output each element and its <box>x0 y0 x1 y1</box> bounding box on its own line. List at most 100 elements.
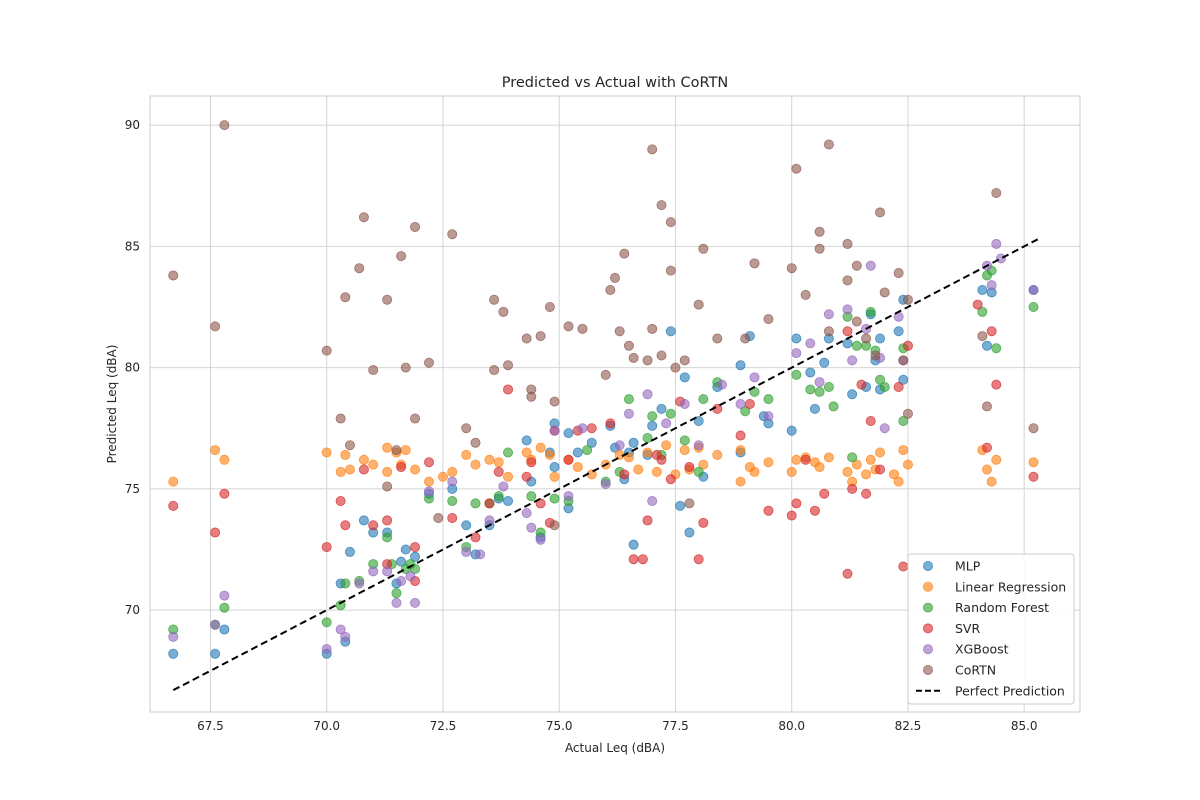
data-point <box>368 566 379 577</box>
legend-label: Linear Regression <box>955 579 1066 594</box>
data-point <box>679 398 690 409</box>
data-point <box>991 454 1002 465</box>
data-point <box>977 331 988 342</box>
data-point <box>879 423 890 434</box>
data-point <box>340 292 351 303</box>
legend-marker <box>923 623 934 634</box>
data-point <box>693 466 704 477</box>
data-point <box>358 212 369 223</box>
data-point <box>563 321 574 332</box>
data-point <box>786 510 797 521</box>
data-point <box>977 285 988 296</box>
data-point <box>210 648 221 659</box>
data-point <box>893 382 904 393</box>
data-point <box>823 452 834 463</box>
data-point <box>461 449 472 460</box>
data-point <box>410 542 421 553</box>
data-point <box>168 270 179 281</box>
data-point <box>991 238 1002 249</box>
data-point <box>526 391 537 402</box>
data-point <box>544 449 555 460</box>
data-point <box>368 365 379 376</box>
data-point <box>447 512 458 523</box>
data-point <box>382 294 393 305</box>
data-point <box>410 413 421 424</box>
data-point <box>809 505 820 516</box>
data-point <box>396 462 407 473</box>
data-point <box>572 462 583 473</box>
data-point <box>563 428 574 439</box>
data-point <box>879 287 890 298</box>
y-tick-label: 90 <box>125 118 140 132</box>
data-point <box>712 333 723 344</box>
data-point <box>679 372 690 383</box>
data-point <box>647 411 658 422</box>
data-point <box>675 500 686 511</box>
data-point <box>549 396 560 407</box>
data-point <box>991 343 1002 354</box>
data-point <box>800 289 811 300</box>
data-point <box>614 326 625 337</box>
data-point <box>786 263 797 274</box>
data-point <box>396 251 407 262</box>
data-point <box>410 597 421 608</box>
data-point <box>805 367 816 378</box>
data-point <box>423 357 434 368</box>
data-point <box>633 464 644 475</box>
data-point <box>382 481 393 492</box>
data-point <box>549 462 560 473</box>
data-point <box>549 425 560 436</box>
data-point <box>168 500 179 511</box>
data-point <box>610 272 621 283</box>
data-point <box>503 471 514 482</box>
data-point <box>489 365 500 376</box>
data-point <box>851 260 862 271</box>
data-point <box>1028 471 1039 482</box>
legend-label: MLP <box>955 559 981 574</box>
legend-marker <box>923 665 934 676</box>
plot-frame <box>149 95 1081 713</box>
data-point <box>535 331 546 342</box>
data-point <box>986 280 997 291</box>
data-point <box>902 294 913 305</box>
data-point <box>814 462 825 473</box>
data-point <box>586 437 597 448</box>
data-point <box>693 554 704 565</box>
data-point <box>665 474 676 485</box>
data-point <box>805 384 816 395</box>
data-point <box>493 466 504 477</box>
data-point <box>410 551 421 562</box>
data-point <box>484 498 495 509</box>
data-point <box>786 466 797 477</box>
data-point <box>791 333 802 344</box>
data-point <box>623 408 634 419</box>
data-point <box>842 338 853 349</box>
data-point <box>382 466 393 477</box>
y-tick-label: 85 <box>125 239 140 253</box>
data-point <box>679 435 690 446</box>
data-point <box>396 576 407 587</box>
data-point <box>763 505 774 516</box>
x-tick-label: 85.0 <box>1011 719 1038 733</box>
data-point <box>400 544 411 555</box>
data-point <box>842 275 853 286</box>
data-point <box>814 226 825 237</box>
x-tick-label: 70.0 <box>313 719 340 733</box>
data-point <box>865 454 876 465</box>
data-point <box>447 229 458 240</box>
data-point <box>219 120 230 131</box>
perfect-prediction-line <box>172 238 1039 692</box>
data-point <box>321 643 332 654</box>
data-point <box>842 568 853 579</box>
data-point <box>865 415 876 426</box>
data-point <box>893 268 904 279</box>
data-point <box>749 466 760 477</box>
data-point <box>321 447 332 458</box>
legend-label: XGBoost <box>955 642 1009 657</box>
data-point <box>814 377 825 388</box>
data-point <box>693 440 704 451</box>
data-point <box>861 333 872 344</box>
data-point <box>526 491 537 502</box>
data-point <box>382 442 393 453</box>
